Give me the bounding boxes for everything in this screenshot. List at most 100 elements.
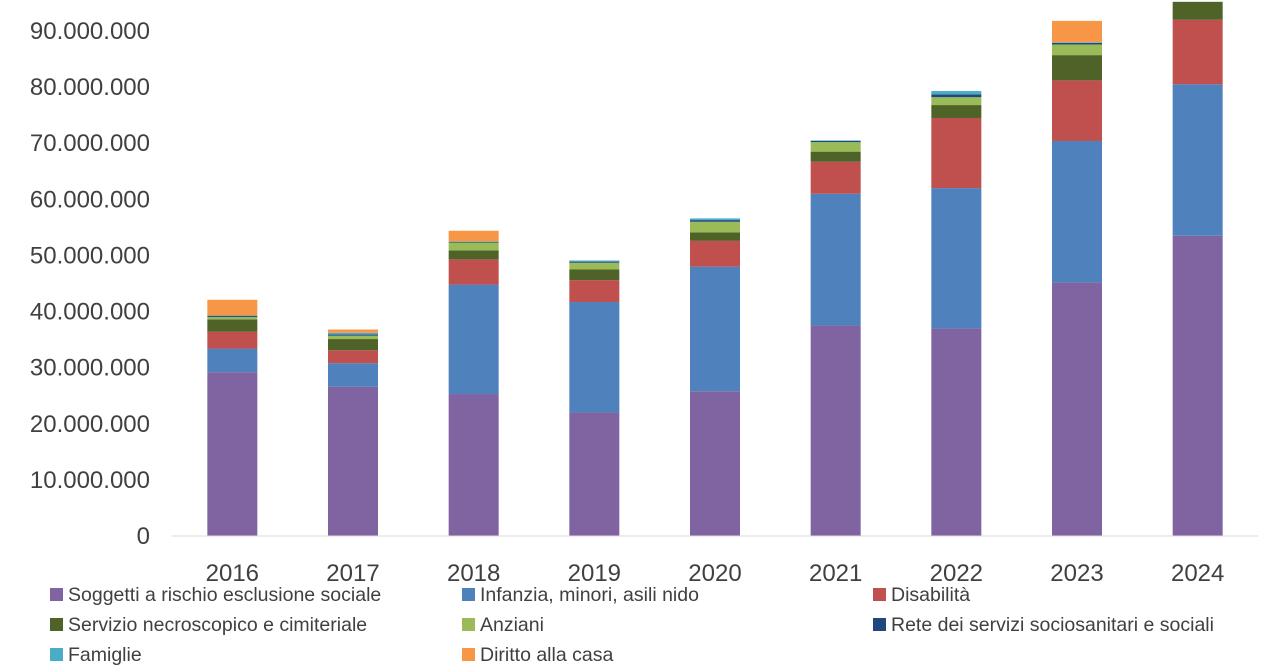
bar-segment <box>328 386 378 536</box>
legend-item: Soggetti a rischio esclusione sociale <box>50 584 381 606</box>
bar-segment <box>690 391 740 536</box>
bar-segment <box>569 260 620 262</box>
bar-segment <box>690 218 740 221</box>
y-tick-label: 10.000.000 <box>30 467 150 494</box>
bar-segment <box>328 334 378 336</box>
bar-segment <box>207 331 258 349</box>
x-tick-label: 2022 <box>930 560 983 587</box>
bar-segment <box>810 142 861 152</box>
bar-segment <box>328 329 378 333</box>
legend-label: Rete dei servizi sociosanitari e sociali <box>891 614 1214 636</box>
bar-segment <box>1052 80 1102 141</box>
bar-segment <box>1172 235 1223 537</box>
legend-item: Diritto alla casa <box>462 644 613 666</box>
bar-segment <box>569 302 620 413</box>
bar-segment <box>690 221 740 233</box>
legend-label: Infanzia, minori, asili nido <box>480 584 699 606</box>
bar-segment <box>690 220 740 222</box>
bar-segment <box>810 140 861 141</box>
x-axis: 2016 2017 2018 2019 2020 2021 2022 2023 2024 <box>206 560 1225 587</box>
legend-item: Disabilità <box>873 584 970 606</box>
x-tick-label: 2021 <box>809 560 862 587</box>
bar-segment <box>448 241 499 242</box>
bar-segment <box>1052 42 1102 43</box>
x-tick-label: 2016 <box>206 560 259 587</box>
bar-segment <box>1172 19 1223 85</box>
legend-item: Rete dei servizi sociosanitari e sociali <box>873 614 1214 636</box>
legend-swatch <box>50 648 63 661</box>
bar-segment <box>448 242 499 251</box>
bar-segment <box>931 105 982 118</box>
bar-segment <box>328 350 378 364</box>
bar-segment <box>931 97 982 106</box>
bar-segment <box>328 363 378 387</box>
bar-segment <box>931 188 982 329</box>
x-tick-label: 2020 <box>688 560 741 587</box>
bar-segment <box>1052 282 1102 536</box>
bar-segment <box>810 140 861 143</box>
bar-segment <box>1052 20 1102 43</box>
bar-segment <box>1052 55 1102 81</box>
legend-item: Infanzia, minori, asili nido <box>462 584 699 606</box>
bar-segment <box>207 315 258 317</box>
legend-label: Disabilità <box>891 584 970 606</box>
bar-segment <box>448 241 499 243</box>
bar-segment <box>810 193 861 326</box>
x-tick-label: 2019 <box>568 560 621 587</box>
legend-item: Anziani <box>462 614 544 636</box>
y-tick-label: 30.000.000 <box>30 355 150 382</box>
bar-segment <box>931 117 982 189</box>
bar-segment <box>690 232 740 241</box>
bar-segment <box>690 266 740 392</box>
y-tick-label: 60.000.000 <box>30 186 150 213</box>
x-tick-label: 2017 <box>326 560 379 587</box>
x-tick-label: 2023 <box>1050 560 1103 587</box>
bar-segment <box>1052 44 1102 56</box>
bar-segment <box>328 339 378 351</box>
legend-label: Anziani <box>480 614 544 636</box>
legend-label: Servizio necroscopico e cimiteriale <box>68 614 367 636</box>
legend-swatch <box>462 648 475 661</box>
bar-segment <box>207 299 258 316</box>
y-tick-label: 80.000.000 <box>30 74 150 101</box>
bar-segment <box>931 94 982 98</box>
y-tick-label: 70.000.000 <box>30 130 150 157</box>
legend-swatch <box>873 588 886 601</box>
bar-segment <box>569 280 620 303</box>
y-tick-label: 40.000.000 <box>30 299 150 326</box>
y-axis: 0 10.000.000 20.000.000 30.000.000 40.000.00… <box>30 18 150 550</box>
bar-segment <box>931 328 982 536</box>
legend-label: Famiglie <box>68 644 142 666</box>
bar-segment <box>207 316 258 318</box>
legend-swatch <box>462 588 475 601</box>
bar-segment <box>328 335 378 340</box>
bar-segment <box>207 317 258 320</box>
y-tick-label: 20.000.000 <box>30 411 150 438</box>
legend-swatch <box>462 618 475 631</box>
legend-swatch <box>50 588 63 601</box>
bar-segment <box>448 259 499 285</box>
bar-segment <box>328 332 378 335</box>
bar-segment <box>207 319 258 332</box>
y-tick-label: 90.000.000 <box>30 18 150 45</box>
x-tick-label: 2018 <box>447 560 500 587</box>
legend-swatch <box>50 618 63 631</box>
bar-segment <box>810 161 861 194</box>
bar-segment <box>810 151 861 162</box>
bar-segment <box>1052 42 1102 45</box>
bar-segment <box>569 261 620 263</box>
legend-swatch <box>873 618 886 631</box>
bar-segment <box>690 240 740 267</box>
legend: Soggetti a rischio esclusione sociale Inf… <box>50 584 1214 666</box>
bar-segment <box>448 394 499 536</box>
bar-segment <box>448 250 499 260</box>
bar-segment <box>569 269 620 281</box>
legend-label: Soggetti a rischio esclusione sociale <box>68 584 381 606</box>
bar-segment <box>569 412 620 536</box>
bar-segment <box>448 284 499 395</box>
bar-segment <box>207 348 258 373</box>
bar-segment <box>1172 1 1223 20</box>
bar-segment <box>1172 84 1223 236</box>
bar-segment <box>1052 140 1102 283</box>
